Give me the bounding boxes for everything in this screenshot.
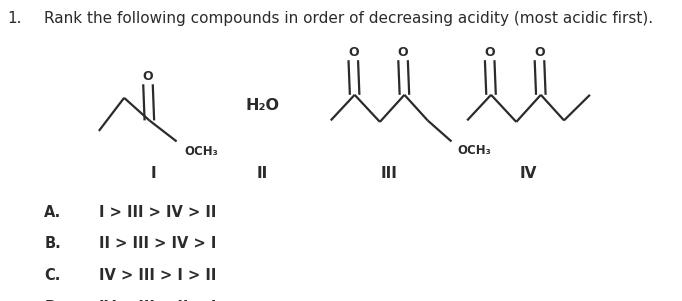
Text: Rank the following compounds in order of decreasing acidity (most acidic first).: Rank the following compounds in order of…	[44, 11, 653, 26]
Text: IV: IV	[520, 166, 537, 181]
Text: IV > III > II > I: IV > III > II > I	[99, 299, 216, 301]
Text: D.: D.	[44, 299, 62, 301]
Text: 1.: 1.	[7, 11, 21, 26]
Text: O: O	[398, 46, 409, 59]
Text: II > III > IV > I: II > III > IV > I	[99, 236, 216, 251]
Text: II: II	[257, 166, 268, 181]
Text: I > III > IV > II: I > III > IV > II	[99, 205, 216, 220]
Text: H₂O: H₂O	[246, 98, 280, 113]
Text: B.: B.	[44, 236, 61, 251]
Text: OCH₃: OCH₃	[185, 145, 218, 158]
Text: III: III	[381, 166, 397, 181]
Text: O: O	[348, 46, 359, 59]
Text: C.: C.	[44, 268, 61, 283]
Text: O: O	[484, 46, 495, 59]
Text: O: O	[143, 70, 153, 83]
Text: A.: A.	[44, 205, 61, 220]
Text: I: I	[151, 166, 156, 181]
Text: O: O	[534, 46, 545, 59]
Text: IV > III > I > II: IV > III > I > II	[99, 268, 216, 283]
Text: OCH₃: OCH₃	[457, 144, 490, 157]
